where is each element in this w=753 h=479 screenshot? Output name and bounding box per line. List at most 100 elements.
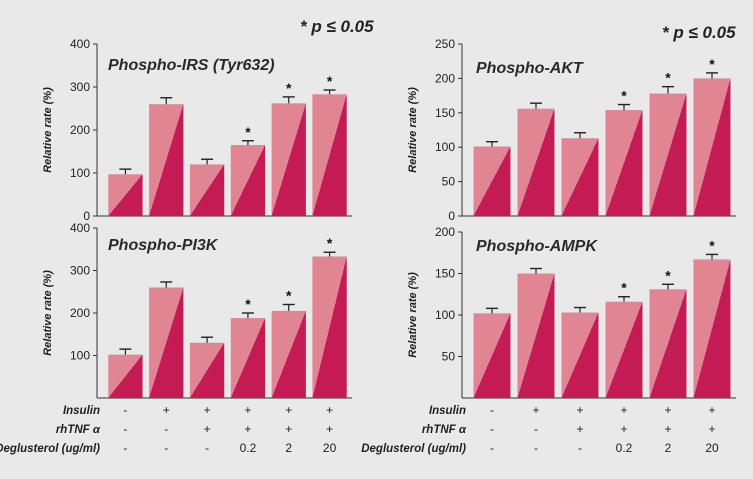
condition-value: 0.2 <box>240 441 257 455</box>
bar <box>271 310 306 398</box>
significance-star: * <box>709 237 715 253</box>
y-tick-label: 100 <box>70 166 90 180</box>
bar <box>649 289 687 398</box>
condition-value: + <box>285 403 292 417</box>
significance-note-left: * p ≤ 0.05 <box>300 17 374 36</box>
chart-title: Phospho-AMPK <box>476 238 598 255</box>
condition-value: + <box>244 403 251 417</box>
condition-value: + <box>163 403 170 417</box>
condition-value: + <box>326 403 333 417</box>
conditions-table-left: Insulin - + + + + + rhTNF α - - + + + + Deglusterol (u… <box>0 403 337 455</box>
chart-panel-2: 0 50 100 150 200 250 Relative rate (%) Phospho-… <box>407 37 736 223</box>
bar <box>561 312 599 398</box>
y-tick-label: 100 <box>435 308 455 322</box>
bar <box>693 78 731 217</box>
chart-panel-4: 50 100 150 200 Relative rate (%) Phospho-AMPK… <box>407 225 736 399</box>
bar <box>312 256 347 398</box>
condition-label: Insulin <box>429 405 466 417</box>
y-axis-label: Relative rate (%) <box>407 272 419 358</box>
condition-value: 20 <box>705 441 719 455</box>
significance-star: * <box>665 70 671 86</box>
condition-label: Deglusterol (ug/ml) <box>361 443 466 455</box>
bar <box>517 108 555 216</box>
bar <box>561 138 599 216</box>
condition-value: + <box>326 422 333 436</box>
condition-value: + <box>244 422 251 436</box>
bar <box>473 146 511 216</box>
chart-title: Phospho-AKT <box>476 60 584 77</box>
condition-value: 20 <box>323 441 337 455</box>
condition-value: + <box>708 403 715 417</box>
bar <box>271 103 306 216</box>
chart-title: Phospho-IRS (Tyr632) <box>108 57 275 74</box>
condition-value: + <box>285 422 292 436</box>
bar <box>149 287 184 398</box>
y-tick-label: 0 <box>448 209 455 223</box>
bar <box>108 174 143 216</box>
y-tick-label: 200 <box>435 225 455 239</box>
y-axis-label: Relative rate (%) <box>42 87 54 173</box>
condition-value: 2 <box>665 441 672 455</box>
condition-value: + <box>204 403 211 417</box>
y-axis-label: Relative rate (%) <box>407 87 419 173</box>
bar <box>649 93 687 216</box>
bar <box>605 301 643 398</box>
significance-star: * <box>286 288 292 304</box>
chart-panel-3: 100 200 300 400 Relative rate (%) Phospho-PI3… <box>42 221 352 399</box>
bar <box>149 104 184 216</box>
bar <box>189 342 225 398</box>
bar <box>230 318 266 398</box>
y-tick-label: 200 <box>70 306 90 320</box>
condition-value: - <box>123 422 127 436</box>
bar <box>312 94 347 216</box>
y-tick-label: 100 <box>70 349 90 363</box>
y-tick-label: 50 <box>442 350 456 364</box>
y-tick-label: 200 <box>435 71 455 85</box>
significance-star: * <box>327 235 333 251</box>
y-tick-label: 300 <box>70 264 90 278</box>
y-axis-label: Relative rate (%) <box>42 270 54 356</box>
condition-value: + <box>576 403 583 417</box>
significance-star: * <box>245 124 251 140</box>
condition-value: 0.2 <box>616 441 633 455</box>
significance-note-right: * p ≤ 0.05 <box>662 23 736 42</box>
significance-star: * <box>621 88 627 104</box>
condition-value: + <box>532 403 539 417</box>
significance-star: * <box>709 56 715 72</box>
significance-star: * <box>245 296 251 312</box>
condition-value: - <box>164 422 168 436</box>
condition-value: - <box>534 422 538 436</box>
y-tick-label: 50 <box>442 175 456 189</box>
conditions-table-right: Insulin - + + + + + rhTNF α - - + + + + Deglusterol (u… <box>361 403 719 455</box>
condition-label: rhTNF α <box>56 424 101 436</box>
y-tick-label: 400 <box>70 221 90 235</box>
y-tick-label: 150 <box>435 267 455 281</box>
bar <box>693 259 731 398</box>
bar <box>108 354 143 398</box>
condition-value: - <box>164 441 168 455</box>
significance-star: * <box>665 267 671 283</box>
condition-value: - <box>123 441 127 455</box>
condition-value: - <box>534 441 538 455</box>
bar <box>189 164 225 216</box>
condition-value: + <box>620 403 627 417</box>
y-tick-label: 0 <box>83 209 90 223</box>
condition-value: + <box>664 403 671 417</box>
condition-value: + <box>664 422 671 436</box>
y-tick-label: 200 <box>70 123 90 137</box>
chart-panel-1: 0 100 200 300 400 Relative rate (%) Phospho-IR… <box>42 37 352 223</box>
condition-value: - <box>578 441 582 455</box>
condition-value: - <box>205 441 209 455</box>
y-tick-label: 100 <box>435 140 455 154</box>
significance-star: * <box>286 80 292 96</box>
bar <box>517 273 555 398</box>
bar <box>605 110 643 216</box>
condition-value: + <box>576 422 583 436</box>
y-tick-label: 150 <box>435 106 455 120</box>
y-tick-label: 300 <box>70 80 90 94</box>
condition-label: rhTNF α <box>422 424 467 436</box>
condition-value: - <box>490 441 494 455</box>
condition-value: - <box>490 422 494 436</box>
chart-title: Phospho-PI3K <box>108 237 219 254</box>
